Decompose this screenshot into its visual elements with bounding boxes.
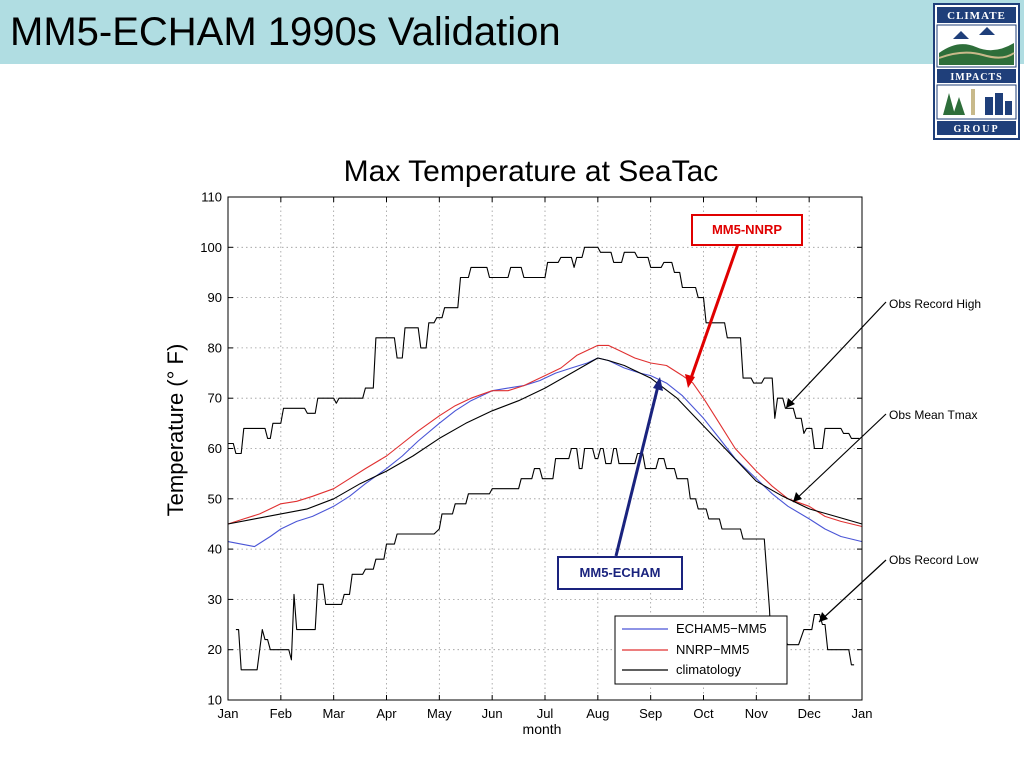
y-tick-label: 40 <box>208 542 222 557</box>
y-tick-label: 60 <box>208 441 222 456</box>
legend-label-nnrp: NNRP−MM5 <box>676 642 750 657</box>
callout-mm5-nnrp: MM5-NNRP <box>691 214 803 246</box>
y-tick-label: 80 <box>208 340 222 355</box>
series-line-obs-record-low <box>235 447 855 671</box>
x-tick-label: Sep <box>639 706 662 721</box>
callout-mm5-echam: MM5-ECHAM <box>557 556 683 590</box>
slide-title: MM5-ECHAM 1990s Validation <box>10 10 561 54</box>
logo-line-1: CLIMATE <box>947 10 1006 22</box>
chart-title: Max Temperature at SeaTac <box>343 155 719 188</box>
annotation-record-low: Obs Record Low <box>889 553 979 567</box>
series-line-echam5-mm5 <box>227 357 863 548</box>
arrowhead-mm5-echam <box>653 377 663 391</box>
arrow-record-low <box>818 559 887 623</box>
y-tick-label: 90 <box>208 290 222 305</box>
x-tick-label: Jun <box>482 706 503 721</box>
y-tick-label: 10 <box>208 693 222 708</box>
y-tick-label: 20 <box>208 642 222 657</box>
x-tick-label: Mar <box>322 706 345 721</box>
arrow-mm5-nnrp <box>687 243 740 385</box>
x-tick-label: Jan <box>852 706 873 721</box>
title-bar: MM5-ECHAM 1990s Validation <box>0 0 1024 64</box>
series-line-nnrp-mm5 <box>227 344 863 528</box>
x-tick-label: Oct <box>693 706 714 721</box>
logo-line-3: GROUP <box>953 124 999 135</box>
legend-label-echam: ECHAM5−MM5 <box>676 621 767 636</box>
annotation-arrows <box>614 243 887 623</box>
x-axis-label: month <box>522 721 562 737</box>
x-tick-label: Aug <box>586 706 609 721</box>
series-line-obs-record-high <box>228 246 860 455</box>
y-tick-label: 110 <box>201 190 222 205</box>
x-tick-label: May <box>427 706 452 721</box>
chart-series <box>227 246 863 671</box>
arrowhead-mean-tmax <box>793 492 802 502</box>
x-tick-label: Feb <box>270 706 292 721</box>
y-tick-label: 100 <box>200 240 222 255</box>
arrowhead-mm5-nnrp <box>685 374 695 388</box>
arrow-mm5-echam <box>614 381 661 557</box>
legend-box <box>614 615 788 685</box>
x-tick-label: Apr <box>376 706 397 721</box>
series-line-climatology <box>227 357 863 525</box>
x-tick-label: Jan <box>218 706 239 721</box>
arrowhead-record-high <box>786 398 795 408</box>
arrow-record-high <box>785 301 887 409</box>
y-tick-label: 50 <box>208 491 222 506</box>
x-tick-label: Nov <box>745 706 769 721</box>
chart-legend <box>614 615 788 685</box>
arrowhead-record-low <box>819 612 828 622</box>
annotation-record-high: Obs Record High <box>889 297 982 311</box>
annotation-mean-tmax: Obs Mean Tmax <box>889 408 978 422</box>
axis-ticks: 10 20 30 40 50 60 70 80 90 100 110 Jan Feb Mar Apr May J… <box>200 190 872 722</box>
plot-frame <box>227 196 863 701</box>
logo-line-2: IMPACTS <box>950 72 1002 83</box>
y-tick-label: 30 <box>208 592 222 607</box>
legend-label-climatology: climatology <box>676 662 742 677</box>
climate-impacts-group-logo: CLIMATE IMPACTS GROUP <box>933 3 1020 140</box>
x-tick-label: Dec <box>798 706 822 721</box>
arrow-mean-tmax <box>792 413 887 503</box>
y-tick-label: 70 <box>208 391 222 406</box>
x-tick-label: Jul <box>537 706 554 721</box>
